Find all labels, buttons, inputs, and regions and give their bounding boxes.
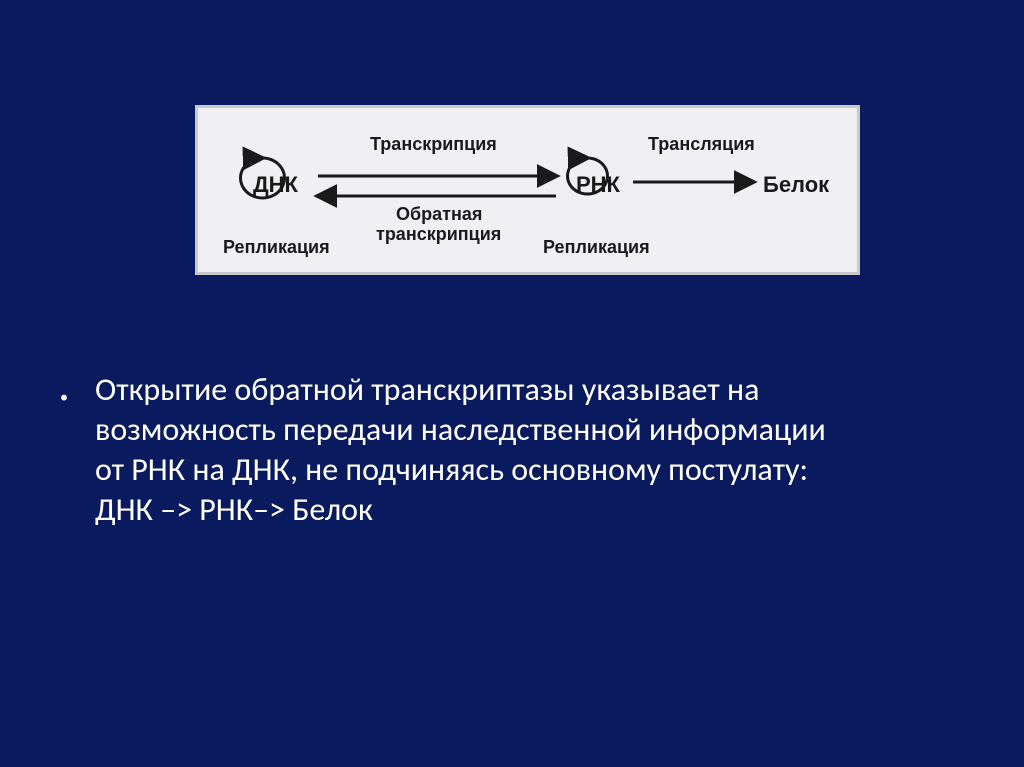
diagram-svg: ДНК Репликация РНК Репликация Белок Тран…	[198, 108, 857, 272]
node-protein: Белок	[763, 172, 830, 197]
label-transcription: Транскрипция	[370, 134, 497, 154]
node-dna: ДНК	[253, 172, 299, 197]
label-translation: Трансляция	[648, 134, 755, 154]
slide: { "colors": { "slide_bg": "#0a1a5e", "ca…	[0, 0, 1024, 767]
slide-body-text: Открытие обратной транскриптазы указывае…	[95, 370, 845, 530]
dna-replication-label: Репликация	[223, 237, 330, 257]
label-reverse-2: транскрипция	[376, 224, 501, 244]
node-rna: РНК	[576, 172, 621, 197]
rna-replication-label: Репликация	[543, 237, 650, 257]
bullet-dot: •	[60, 388, 68, 407]
label-reverse-1: Обратная	[396, 204, 482, 224]
central-dogma-diagram: ДНК Репликация РНК Репликация Белок Тран…	[195, 105, 860, 275]
